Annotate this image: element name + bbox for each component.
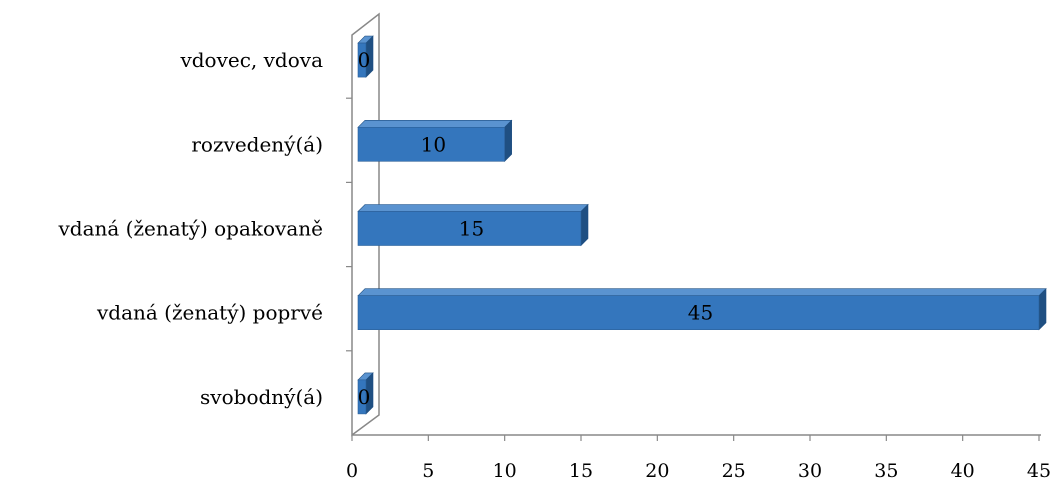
bar-top-face	[357, 288, 1047, 296]
bar-front-face	[357, 379, 367, 415]
x-tick-label: 25	[722, 460, 746, 482]
chart-back-wall	[351, 12, 380, 437]
category-label: rozvedený(á)	[191, 132, 323, 156]
x-tick-label: 45	[1027, 460, 1051, 482]
category-label: vdaná (ženatý) opakovaně	[57, 217, 323, 241]
x-tick-label: 30	[798, 460, 822, 482]
x-axis: 0 5 10 15 20 25 30 35 40 45	[346, 97, 1051, 482]
x-tick-label: 35	[874, 460, 898, 482]
x-tick-label: 5	[422, 460, 434, 482]
bar-side-face	[580, 203, 589, 247]
bar: 0	[357, 35, 374, 78]
x-tick-label: 40	[951, 460, 975, 482]
bar-data-label: 45	[688, 301, 713, 325]
bar-top-face	[357, 204, 589, 212]
bar-front-face	[357, 42, 367, 78]
bar-data-label: 0	[358, 385, 371, 409]
category-labels: svobodný(á) vdaná (ženatý) poprvé vdaná (ž…	[57, 48, 323, 409]
category-label: svobodný(á)	[200, 385, 323, 409]
bar-top-face	[357, 120, 513, 128]
bar: 15	[357, 203, 589, 247]
bar-front-face	[357, 211, 582, 246]
chart-depth-wall	[351, 12, 380, 437]
bar-front-face	[357, 295, 1040, 331]
bar: 0	[357, 372, 374, 415]
x-tick-label: 15	[569, 460, 593, 482]
bar: 10	[357, 119, 513, 163]
x-tick-label: 0	[346, 460, 358, 482]
bar-data-label: 10	[421, 132, 446, 156]
x-tick-label: 10	[493, 460, 517, 482]
bar-side-face	[504, 119, 512, 163]
bar: 45	[357, 287, 1047, 331]
bar-series: 0 45 15 10 0	[357, 35, 1047, 415]
bar-data-label: 0	[358, 48, 371, 72]
category-label: vdovec, vdova	[179, 48, 323, 72]
x-tick-label: 20	[645, 460, 669, 482]
category-label: vdaná (ženatý) poprvé	[96, 301, 323, 325]
bar-front-face	[357, 127, 505, 162]
bar-data-label: 15	[459, 217, 484, 241]
bar-side-face	[1038, 287, 1047, 331]
